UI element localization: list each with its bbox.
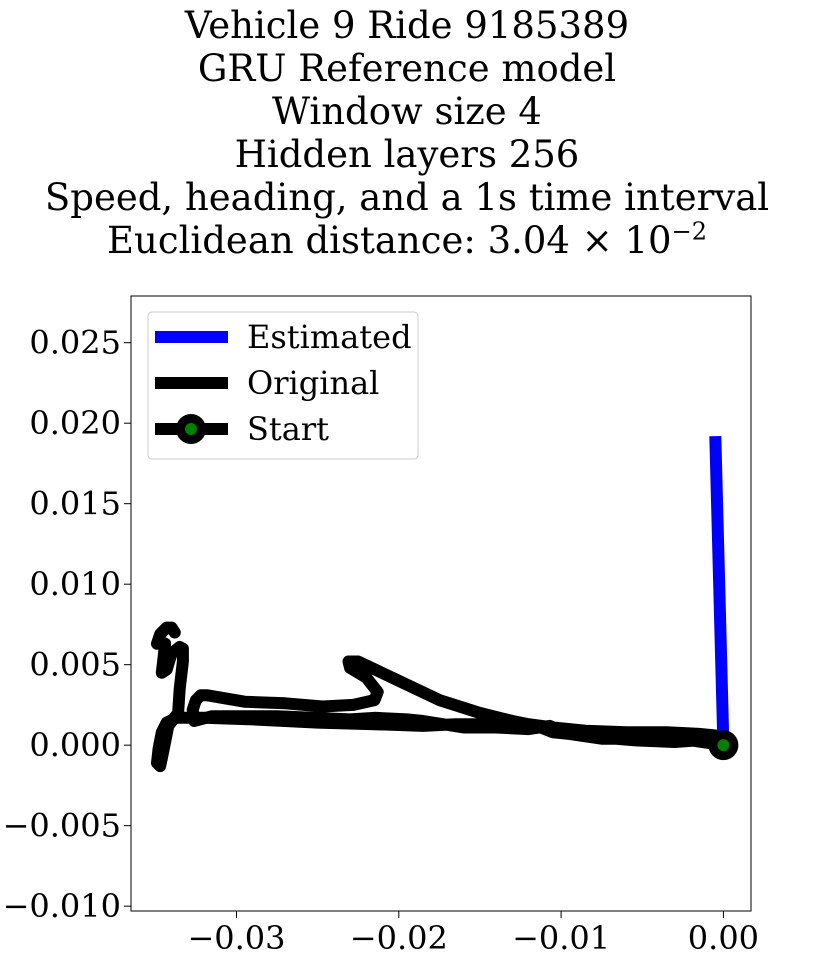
legend-original-label: Original [247,364,379,402]
chart-title: Vehicle 9 Ride 9185389 GRU Reference mod… [0,4,814,262]
estimated-line [709,435,730,746]
original-line [151,621,730,773]
title-line-model: GRU Reference model [197,47,617,90]
y-tick-label: 0.005 [29,646,121,684]
series-layer [151,435,739,773]
title-line-ride: Vehicle 9 Ride 9185389 [184,4,630,47]
x-axis: −0.03 −0.02 −0.01 0.00 [187,911,759,957]
legend-start-dot [185,423,197,435]
title-line-metric: Euclidean distance: 3.04 × 10−2 [0,219,814,262]
x-tick-label: −0.03 [187,919,285,957]
title-line-features: Speed, heading, and a 1s time interval [44,176,770,219]
legend-box [147,311,419,460]
legend-estimated-label: Estimated [247,318,412,356]
legend-start-label: Start [247,410,329,448]
y-tick-label: 0.010 [29,565,121,603]
plot-frame [130,295,752,912]
title-metric-text: Euclidean distance: 3.04 × 10 [107,219,672,262]
start-marker-dot [717,739,730,752]
title-line-hidden: Hidden layers 256 [234,133,580,176]
y-tick-label: 0.000 [29,726,121,764]
y-tick-label: 0.015 [29,485,121,523]
y-tick-label: −0.005 [3,807,121,845]
legend: Estimated Original Start [147,311,419,460]
y-tick-label: −0.010 [3,887,121,925]
y-axis: −0.010 −0.005 0.000 0.005 0.010 0.015 0.020 0.0… [3,324,131,925]
y-tick-label: 0.020 [29,404,121,442]
title-metric-exponent: −2 [671,217,707,246]
x-tick-label: 0.00 [688,919,759,957]
x-tick-label: −0.02 [350,919,448,957]
x-tick-label: −0.01 [512,919,610,957]
title-line-window: Window size 4 [272,90,542,133]
y-tick-label: 0.025 [29,324,121,362]
